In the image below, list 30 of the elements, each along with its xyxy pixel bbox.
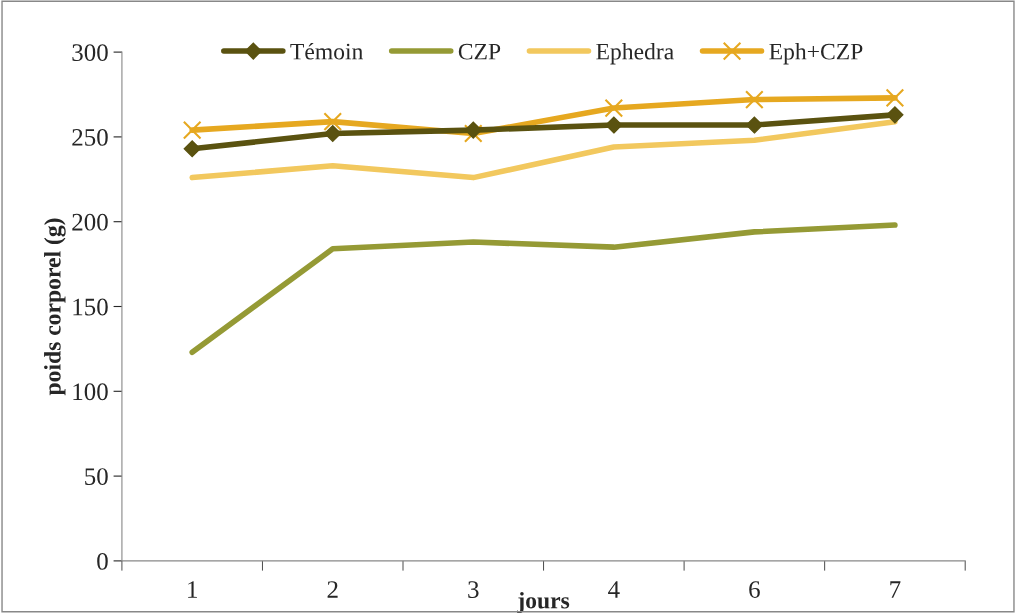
y-axis-title: poids corporel (g) bbox=[44, 218, 66, 396]
point bbox=[605, 116, 623, 134]
y-tick-label: 150 bbox=[73, 298, 108, 316]
x-tick-label: 1 bbox=[188, 581, 197, 598]
point bbox=[323, 112, 343, 132]
x-tick-label: 4 bbox=[608, 581, 620, 598]
legend-label: Ephedra bbox=[596, 42, 674, 65]
x-tick-label: 6 bbox=[749, 581, 760, 598]
legend-label: CZP bbox=[458, 43, 501, 60]
legend-label: Eph+CZP bbox=[769, 42, 863, 65]
point bbox=[745, 90, 764, 109]
point bbox=[745, 116, 763, 134]
point bbox=[886, 106, 904, 124]
x-tick-label: 7 bbox=[890, 581, 901, 598]
y-tick-label: 0 bbox=[97, 552, 108, 570]
y-tick-label: 50 bbox=[85, 468, 108, 486]
point bbox=[182, 120, 202, 140]
y-tick-label: 100 bbox=[73, 383, 108, 401]
x-tick-label: 2 bbox=[327, 581, 338, 598]
x-axis-title: jours bbox=[517, 591, 570, 613]
y-tick-label: 300 bbox=[72, 44, 108, 62]
y-tick-label: 250 bbox=[72, 128, 108, 146]
point bbox=[885, 88, 905, 108]
point bbox=[183, 140, 201, 158]
legend-label: Témoin bbox=[290, 42, 364, 60]
point bbox=[604, 98, 624, 118]
x-tick-label: 3 bbox=[468, 581, 479, 598]
y-tick-label: 200 bbox=[72, 213, 108, 231]
point bbox=[464, 121, 482, 139]
point bbox=[463, 124, 483, 143]
